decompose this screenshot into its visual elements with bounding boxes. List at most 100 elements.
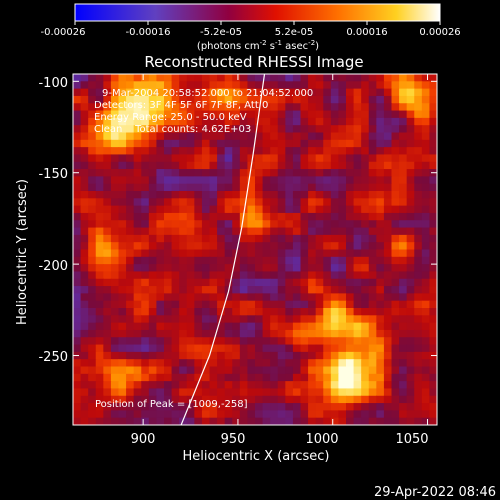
heatmap-pixel bbox=[399, 117, 408, 126]
heatmap-pixel bbox=[391, 154, 400, 163]
heatmap-pixel bbox=[255, 256, 264, 265]
heatmap-pixel bbox=[361, 234, 370, 243]
heatmap-pixel bbox=[270, 344, 279, 353]
heatmap-pixel bbox=[217, 264, 226, 273]
heatmap-pixel bbox=[262, 395, 271, 404]
heatmap-pixel bbox=[361, 373, 370, 382]
heatmap-pixel bbox=[308, 388, 317, 397]
heatmap-pixel bbox=[239, 125, 249, 134]
heatmap-pixel bbox=[201, 227, 211, 236]
heatmap-pixel bbox=[346, 125, 355, 134]
heatmap-pixel bbox=[262, 337, 271, 346]
heatmap-pixel bbox=[88, 417, 97, 425]
heatmap-pixel bbox=[103, 344, 112, 353]
heatmap-pixel bbox=[323, 95, 332, 104]
heatmap-pixel bbox=[239, 388, 249, 397]
heatmap-pixel bbox=[330, 227, 340, 236]
heatmap-pixel bbox=[217, 234, 226, 243]
heatmap-pixel bbox=[285, 191, 294, 199]
heatmap-pixel bbox=[224, 95, 233, 104]
heatmap-pixel bbox=[338, 351, 347, 360]
heatmap-pixel bbox=[194, 256, 203, 265]
heatmap-pixel bbox=[80, 154, 89, 163]
heatmap-pixel bbox=[323, 249, 332, 258]
heatmap-pixel bbox=[164, 205, 173, 214]
heatmap-pixel bbox=[103, 337, 112, 346]
heatmap-pixel bbox=[262, 117, 271, 126]
heatmap-pixel bbox=[368, 256, 377, 265]
heatmap-pixel bbox=[224, 183, 233, 192]
heatmap-pixel bbox=[194, 205, 203, 214]
heatmap-pixel bbox=[224, 132, 233, 141]
heatmap-pixel bbox=[277, 359, 286, 368]
heatmap-pixel bbox=[308, 322, 317, 331]
heatmap-pixel bbox=[429, 117, 437, 126]
heatmap-pixel bbox=[73, 212, 82, 221]
heatmap-pixel bbox=[323, 110, 332, 119]
heatmap-pixel bbox=[255, 286, 264, 294]
heatmap-pixel bbox=[262, 132, 271, 141]
heatmap-pixel bbox=[171, 256, 180, 265]
heatmap-pixel bbox=[171, 205, 180, 214]
heatmap-pixel bbox=[179, 227, 188, 236]
heatmap-pixel bbox=[277, 388, 286, 397]
heatmap-pixel bbox=[308, 205, 317, 214]
heatmap-pixel bbox=[383, 169, 393, 177]
colorbar bbox=[74, 3, 441, 22]
heatmap-pixel bbox=[292, 329, 302, 338]
heatmap-pixel bbox=[399, 147, 408, 156]
heatmap-pixel bbox=[133, 103, 142, 112]
heatmap-pixel bbox=[330, 147, 340, 156]
heatmap-pixel bbox=[270, 403, 279, 411]
heatmap-pixel bbox=[148, 110, 158, 119]
heatmap-pixel bbox=[186, 300, 195, 309]
heatmap-pixel bbox=[239, 417, 249, 425]
heatmap-pixel bbox=[330, 278, 340, 287]
heatmap-pixel bbox=[414, 125, 423, 134]
heatmap-pixel bbox=[148, 212, 158, 221]
heatmap-pixel bbox=[285, 264, 294, 273]
heatmap-pixel bbox=[391, 161, 400, 170]
heatmap-pixel bbox=[103, 125, 112, 134]
heatmap-pixel bbox=[277, 103, 286, 112]
heatmap-pixel bbox=[353, 110, 362, 119]
heatmap-pixel bbox=[201, 278, 211, 287]
heatmap-pixel bbox=[141, 359, 150, 368]
heatmap-pixel bbox=[194, 381, 203, 390]
heatmap-pixel bbox=[103, 205, 112, 214]
heatmap-pixel bbox=[406, 125, 415, 134]
heatmap-pixel bbox=[194, 278, 203, 287]
heatmap-pixel bbox=[315, 183, 324, 192]
heatmap-pixel bbox=[217, 198, 226, 207]
heatmap-pixel bbox=[330, 132, 340, 141]
heatmap-pixel bbox=[262, 242, 271, 251]
heatmap-pixel bbox=[361, 366, 370, 375]
heatmap-pixel bbox=[414, 103, 423, 112]
heatmap-pixel bbox=[156, 322, 165, 331]
heatmap-pixel bbox=[217, 212, 226, 221]
heatmap-pixel bbox=[315, 132, 324, 141]
heatmap-pixel bbox=[201, 191, 211, 199]
heatmap-pixel bbox=[88, 286, 97, 294]
heatmap-pixel bbox=[368, 293, 377, 302]
heatmap-pixel bbox=[186, 315, 195, 324]
heatmap-pixel bbox=[353, 183, 362, 192]
heatmap-pixel bbox=[255, 417, 264, 425]
heatmap-pixel bbox=[95, 417, 104, 425]
heatmap-pixel bbox=[391, 234, 400, 243]
heatmap-pixel bbox=[361, 329, 370, 338]
heatmap-pixel bbox=[292, 74, 302, 82]
heatmap-pixel bbox=[368, 359, 377, 368]
heatmap-pixel bbox=[209, 183, 218, 192]
heatmap-pixel bbox=[141, 205, 150, 214]
heatmap-pixel bbox=[103, 417, 112, 425]
heatmap-pixel bbox=[156, 417, 165, 425]
heatmap-pixel bbox=[391, 212, 400, 221]
heatmap-pixel bbox=[391, 227, 400, 236]
heatmap-pixel bbox=[376, 88, 385, 97]
heatmap-pixel bbox=[224, 278, 233, 287]
heatmap-pixel bbox=[255, 403, 264, 411]
heatmap-pixel bbox=[270, 300, 279, 309]
heatmap-pixel bbox=[148, 103, 158, 112]
heatmap-pixel bbox=[262, 293, 271, 302]
